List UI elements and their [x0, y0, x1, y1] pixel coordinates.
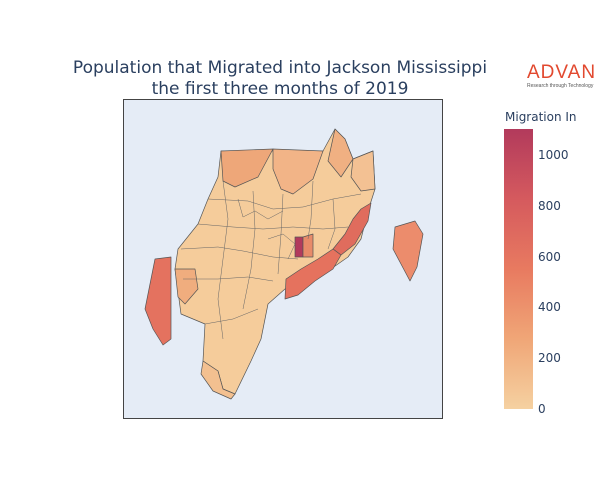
chart-title: Population that Migrated into Jackson Mi… [40, 58, 520, 100]
tract-lines [180, 180, 362, 340]
colorbar-tick-200: 200 [538, 351, 561, 365]
colorbar-tick-1000: 1000 [538, 148, 569, 162]
title-line-2: the first three months of 2019 [151, 79, 409, 99]
region-central-2 [302, 233, 314, 258]
logo-tagline: Research through Technology [527, 83, 594, 89]
region-south-tail [200, 360, 236, 400]
region-nw [220, 148, 274, 188]
title-line-1: Population that Migrated into Jackson Mi… [72, 58, 488, 78]
colorbar-tick-0: 0 [538, 402, 546, 416]
region-ne [327, 128, 354, 178]
region-central-dark [294, 236, 304, 258]
region-ne2 [350, 150, 376, 192]
colorbar-title: Migration In [505, 110, 577, 124]
map-svg[interactable] [123, 99, 443, 419]
region-southeast [284, 248, 342, 300]
logo-name: ADVAN [527, 62, 597, 83]
colorbar-tick-400: 400 [538, 300, 561, 314]
region-west [174, 268, 199, 305]
choropleth-map[interactable] [123, 99, 443, 419]
region-east-island [392, 220, 424, 282]
colorbar-tick-800: 800 [538, 199, 561, 213]
advan-logo: ADVAN Research through Technology [527, 63, 597, 90]
region-west-island [144, 256, 172, 346]
region-north [272, 148, 324, 195]
colorbar [504, 129, 533, 409]
colorbar-tick-600: 600 [538, 250, 561, 264]
